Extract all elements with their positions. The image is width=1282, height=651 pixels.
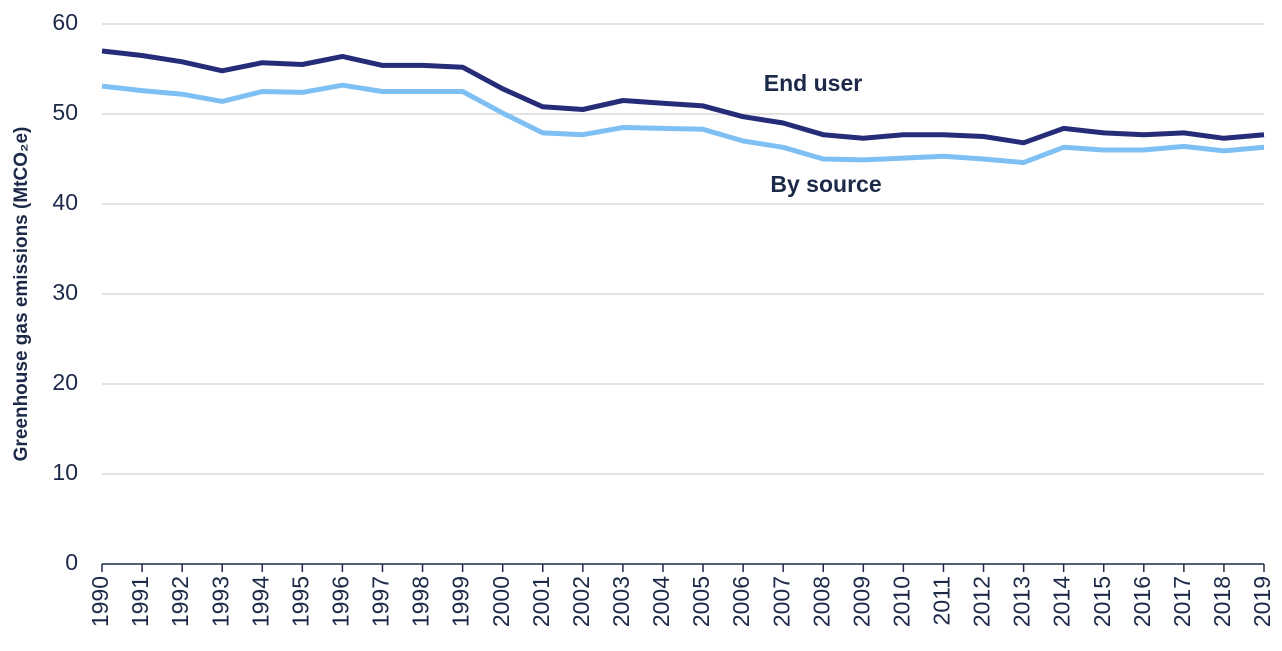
x-tick-label: 2000 (488, 576, 514, 627)
y-tick-label: 0 (65, 549, 78, 575)
x-tick-label: 2009 (848, 576, 874, 627)
x-tick-label: 2012 (969, 576, 995, 627)
x-tick-label: 2005 (688, 576, 714, 627)
x-tick-label: 2013 (1009, 576, 1035, 627)
x-tick-label: 2014 (1049, 576, 1075, 627)
series-label: By source (770, 171, 881, 197)
x-tick-label: 2003 (608, 576, 634, 627)
y-tick-label: 30 (52, 279, 78, 305)
y-tick-label: 50 (52, 99, 78, 125)
x-tick-label: 1991 (127, 576, 153, 627)
x-tick-label: 2010 (888, 576, 914, 627)
series-line (101, 48, 1265, 146)
series-line (101, 82, 1265, 166)
x-tick-label: 1999 (448, 576, 474, 627)
x-tick-label: 2016 (1129, 576, 1155, 627)
y-tick-label: 20 (52, 369, 78, 395)
x-tick-label: 2007 (768, 576, 794, 627)
x-tick-label: 2015 (1089, 576, 1115, 627)
y-tick-label: 60 (52, 9, 78, 35)
x-tick-label: 2017 (1169, 576, 1195, 627)
x-tick-label: 2008 (808, 576, 834, 627)
x-tick-label: 1998 (408, 576, 434, 627)
x-tick-label: 2006 (728, 576, 754, 627)
x-tick-label: 1992 (167, 576, 193, 627)
x-tick-label: 2002 (568, 576, 594, 627)
x-tick-label: 1996 (327, 576, 353, 627)
x-tick-label: 1994 (247, 576, 273, 627)
x-tick-label: 1995 (287, 576, 313, 627)
x-tick-label: 2018 (1209, 576, 1235, 627)
series-label: End user (764, 70, 862, 96)
y-axis-title: Greenhouse gas emissions (MtCO₂e) (11, 127, 32, 462)
x-tick-label: 2011 (929, 576, 955, 625)
x-tick-label: 2001 (528, 576, 554, 627)
x-tick-label: 2004 (648, 576, 674, 627)
y-tick-label: 40 (52, 189, 78, 215)
x-tick-label: 1993 (207, 576, 233, 627)
x-tick-label: 1997 (368, 576, 394, 627)
y-tick-label: 10 (52, 459, 78, 485)
x-tick-label: 2019 (1249, 576, 1275, 627)
x-tick-label: 1990 (87, 576, 113, 627)
